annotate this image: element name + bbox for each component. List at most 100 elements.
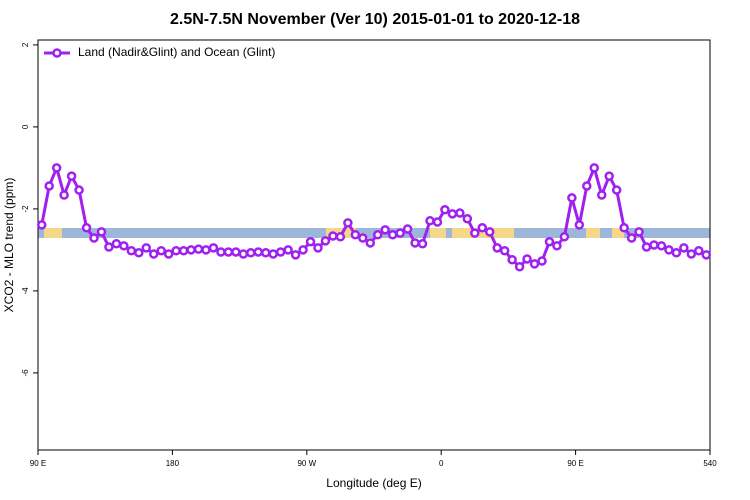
point	[193, 244, 204, 254]
point	[537, 256, 547, 266]
point	[432, 217, 443, 227]
point	[328, 231, 338, 241]
point	[51, 163, 62, 173]
point	[290, 250, 301, 260]
point	[425, 216, 435, 226]
point	[544, 236, 555, 247]
y-tick-label: -4	[21, 287, 30, 295]
point	[74, 185, 84, 195]
point	[559, 232, 570, 242]
point	[514, 261, 525, 272]
point	[522, 254, 532, 264]
point	[305, 236, 316, 247]
point	[358, 233, 368, 243]
point	[574, 220, 585, 230]
point	[148, 249, 159, 259]
point	[238, 249, 249, 259]
point	[246, 248, 256, 258]
point	[477, 223, 488, 233]
legend-label: Land (Nadir&Glint) and Ocean (Glint)	[78, 45, 275, 59]
y-tick-label: -6	[21, 369, 30, 377]
point	[350, 230, 361, 240]
y-axis-label: XCO2 - MLO trend (ppm)	[2, 178, 16, 313]
point	[387, 230, 398, 240]
point	[343, 218, 353, 228]
x-tick-label: 180	[166, 459, 180, 468]
point	[283, 245, 293, 255]
point	[231, 247, 241, 257]
point	[380, 225, 390, 235]
point	[402, 224, 413, 234]
point	[664, 245, 674, 255]
point	[641, 242, 652, 252]
point	[484, 227, 495, 237]
point	[156, 245, 166, 256]
point	[223, 247, 234, 257]
point	[66, 171, 77, 181]
point	[365, 238, 376, 248]
point	[59, 190, 69, 200]
point	[552, 241, 562, 251]
point	[634, 227, 644, 237]
point	[89, 233, 99, 243]
point	[186, 245, 196, 255]
point	[216, 247, 226, 257]
x-axis-label: Longitude (deg E)	[326, 476, 421, 490]
point	[171, 245, 181, 256]
point	[492, 243, 502, 253]
point	[268, 249, 278, 259]
x-tick-label: 90 E	[567, 459, 583, 468]
point	[694, 245, 704, 256]
x-tick-label: 0	[439, 459, 444, 468]
point	[417, 239, 428, 249]
point	[447, 209, 458, 219]
point	[589, 163, 600, 173]
point	[604, 171, 614, 181]
point	[462, 214, 473, 224]
point	[320, 236, 331, 246]
point	[313, 243, 323, 253]
point	[141, 243, 152, 253]
x-tick-label: 540	[703, 459, 717, 468]
point	[582, 181, 592, 191]
point	[649, 240, 659, 250]
point	[499, 245, 510, 256]
point	[134, 248, 144, 258]
point	[567, 193, 577, 203]
x-tick-label: 90 E	[30, 459, 46, 468]
plot-frame	[37, 39, 711, 451]
point	[119, 241, 129, 251]
chart-title: 2.5N-7.5N November (Ver 10) 2015-01-01 t…	[170, 11, 580, 28]
point	[455, 208, 465, 218]
point	[104, 242, 114, 252]
point	[679, 243, 689, 253]
point	[163, 249, 174, 259]
point	[410, 238, 420, 248]
legend-marker	[52, 48, 62, 58]
y-tick-label: 2	[21, 42, 30, 47]
point	[335, 232, 346, 242]
point	[201, 245, 211, 255]
point	[626, 233, 637, 243]
y-tick-label: 0	[21, 124, 30, 129]
point	[395, 228, 405, 238]
point	[596, 190, 607, 200]
point	[440, 204, 450, 215]
point	[656, 241, 667, 251]
point	[671, 248, 682, 258]
point	[275, 247, 286, 257]
point	[686, 249, 697, 259]
y-tick-label: -2	[21, 205, 30, 213]
point	[253, 247, 264, 257]
point	[36, 220, 47, 230]
point	[44, 181, 54, 191]
point	[470, 228, 480, 238]
point	[81, 223, 92, 233]
point	[260, 248, 271, 258]
point	[298, 245, 308, 255]
point	[372, 230, 383, 240]
point	[611, 185, 622, 195]
point	[111, 239, 122, 249]
point	[126, 245, 137, 256]
